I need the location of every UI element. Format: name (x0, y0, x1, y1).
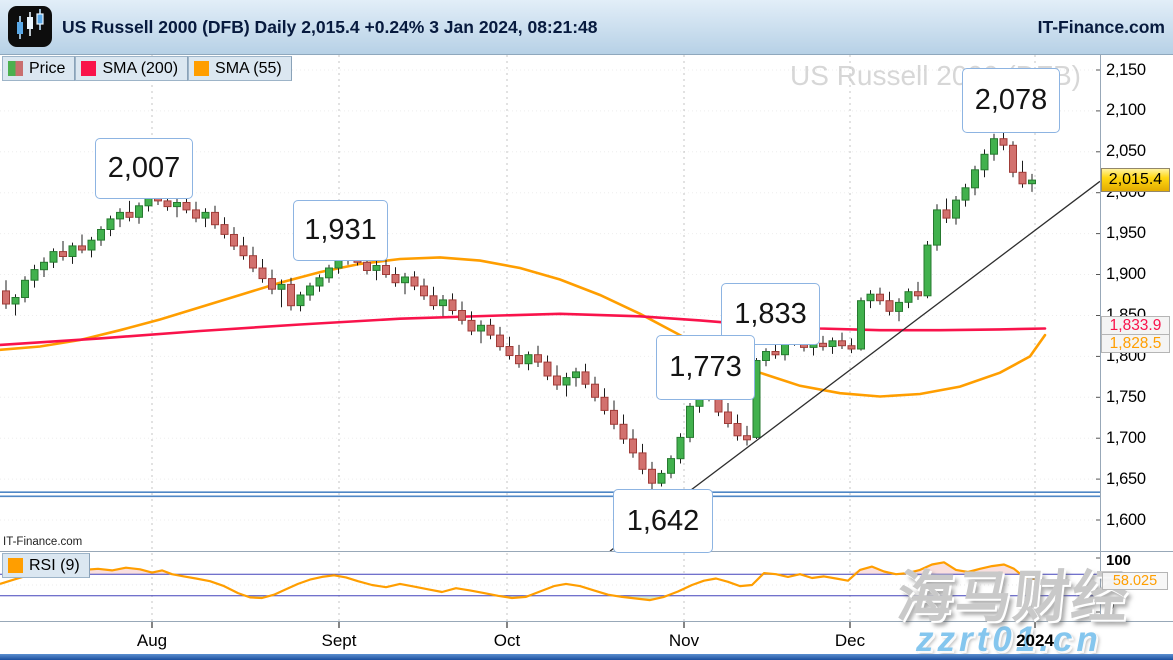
price-axis-label: 2,050 (1106, 142, 1146, 161)
rsi-line (0, 561, 1041, 602)
sma200-value-badge: 1,833.9 (1101, 316, 1170, 335)
rsi-swatch-icon (8, 558, 23, 573)
time-axis-label: Aug (136, 631, 168, 650)
sma55-line (0, 256, 1047, 398)
app-logo-icon[interactable] (8, 6, 52, 47)
price-axis-label: 1,700 (1106, 428, 1146, 447)
legend-sma200-label: SMA (200) (102, 59, 179, 77)
legend-sma55-label: SMA (55) (215, 59, 282, 77)
rsi-value-badge: 58.025 (1102, 572, 1168, 590)
legend-price-label: Price (29, 59, 66, 77)
price-axis-label: 1,600 (1106, 510, 1146, 529)
rsi-axis-0: 0 (1106, 597, 1115, 614)
time-axis-label: Oct (493, 631, 521, 650)
domain-watermark: zzrt01.cn (916, 620, 1102, 659)
legend-item-sma55[interactable]: SMA (55) (188, 56, 292, 81)
last-price-badge: 2,015.4 (1101, 168, 1170, 192)
price-axis-label: 2,150 (1106, 60, 1146, 79)
legend-item-rsi[interactable]: RSI (9) (2, 553, 90, 578)
time-axis-label: Dec (834, 631, 866, 650)
price-callout[interactable]: 1,833 (721, 283, 820, 345)
price-axis-label: 2,100 (1106, 101, 1146, 120)
sma200-line (0, 312, 1047, 347)
chart-title: US Russell 2000 (DFB) Daily 2,015.4 +0.2… (62, 17, 598, 37)
price-swatch-icon (8, 61, 23, 76)
sma200-swatch-icon (81, 61, 97, 76)
cn-watermark: 海马财经 (894, 565, 1133, 628)
price-axis-label: 1,900 (1106, 265, 1146, 284)
price-callout[interactable]: 1,642 (613, 489, 713, 553)
legend-item-sma200[interactable]: SMA (200) (75, 56, 189, 81)
time-axis-label: Nov (668, 631, 700, 650)
sma55-value-badge: 1,828.5 (1101, 334, 1170, 353)
footer-brand-label: IT-Finance.com (3, 536, 83, 548)
price-callout[interactable]: 1,773 (656, 335, 755, 400)
price-axis-label: 1,650 (1106, 469, 1146, 488)
price-axis-label: 1,750 (1106, 387, 1146, 406)
price-callout[interactable]: 2,078 (962, 68, 1060, 133)
bottom-scrollbar[interactable] (0, 654, 1173, 660)
header-bar: US Russell 2000 (DFB) Daily 2,015.4 +0.2… (0, 0, 1173, 55)
time-axis-label: 2024 (1016, 631, 1054, 650)
price-callout[interactable]: 1,931 (293, 200, 388, 261)
price-callout[interactable]: 2,007 (95, 138, 193, 199)
legend-rsi-label: RSI (9) (29, 556, 80, 574)
price-axis-label: 1,950 (1106, 224, 1146, 243)
brand-link[interactable]: IT-Finance.com (1037, 17, 1165, 37)
time-axis-label: Sept (321, 631, 357, 650)
sma55-swatch-icon (194, 61, 210, 76)
main-legend: Price SMA (200) SMA (55) (2, 56, 292, 81)
legend-item-price[interactable]: Price (2, 56, 76, 81)
candlestick-logo-icon (17, 9, 44, 39)
rsi-legend: RSI (9) (2, 553, 90, 578)
rsi-axis-100: 100 (1106, 552, 1132, 569)
